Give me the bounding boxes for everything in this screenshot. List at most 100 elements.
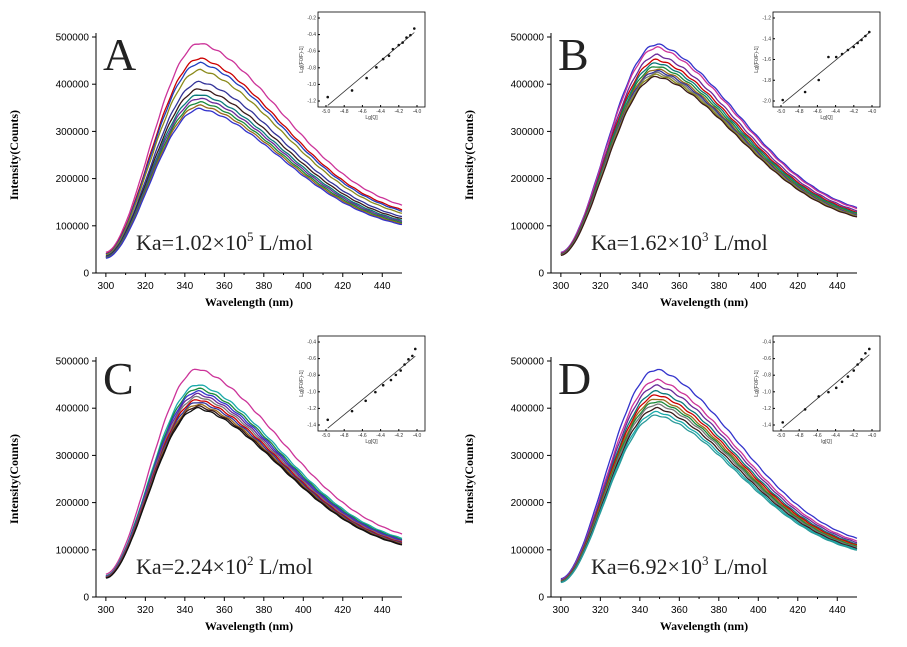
- inset-data-point: [413, 347, 417, 351]
- y-tick-label: 100000: [511, 221, 545, 232]
- panel-letter: C: [103, 353, 134, 404]
- y-axis-title: Intensity(Counts): [7, 434, 21, 524]
- ka-base: Ka=6.92×10: [591, 554, 702, 579]
- chart-panel-c: 0 100000 200000 300000 400000 500000 300 320 340…: [0, 324, 453, 647]
- spectrum-line-2: [560, 378, 858, 581]
- x-axis-title: Wavelength (nm): [660, 619, 748, 633]
- ka-exponent: 2: [247, 553, 254, 568]
- inset-data-point: [399, 369, 402, 372]
- x-tick-label: 400: [750, 605, 767, 616]
- inset-data-point: [860, 358, 863, 361]
- inset-x-tick-label: -4.6: [358, 433, 367, 439]
- spectrum-line-1: [105, 43, 403, 253]
- inset-data-point: [803, 408, 807, 411]
- panel-letter: B: [558, 29, 589, 80]
- inset-y-tick-label: -1.8: [762, 78, 771, 84]
- inset-x-tick-label: -4.4: [376, 109, 385, 115]
- x-tick-label: 360: [671, 605, 688, 616]
- spectrum-line-3: [560, 384, 858, 581]
- inset-data-point: [365, 76, 368, 80]
- inset-y-tick-label: -1.2: [307, 99, 316, 105]
- inset-data-point: [374, 390, 377, 394]
- ka-annotation: Ka=6.92×103 L/mol: [591, 553, 768, 579]
- inset-data-point: [401, 41, 404, 44]
- x-tick-label: 300: [98, 605, 115, 616]
- inset-x-tick-label: -4.4: [376, 433, 385, 439]
- ka-exponent: 5: [247, 229, 254, 244]
- inset-data-point: [381, 383, 385, 387]
- spectrum-line-4: [105, 68, 403, 256]
- spectrum-line-10: [105, 104, 403, 259]
- inset-data-point: [868, 347, 871, 351]
- x-tick-label: 420: [334, 281, 351, 292]
- inset-data-point: [375, 66, 378, 69]
- ka-base: Ka=1.02×10: [136, 230, 247, 255]
- chart-panel-d: 0 100000 200000 300000 400000 500000 300 320 340…: [455, 324, 907, 647]
- x-tick-label: 340: [176, 281, 193, 292]
- inset-x-tick-label: -4.4: [831, 433, 840, 439]
- inset-data-point: [840, 52, 844, 56]
- x-axis-title: Wavelength (nm): [205, 619, 293, 633]
- spectrum-line-2: [105, 384, 403, 577]
- ka-unit: L/mol: [708, 554, 767, 579]
- inset-x-label: lg[Q]: [821, 439, 832, 445]
- x-tick-label: 340: [631, 605, 648, 616]
- inset-y-label: Lg[(F0/F)-1]: [754, 370, 760, 397]
- inset-y-tick-label: -1.6: [762, 57, 771, 63]
- inset-data-point: [834, 386, 838, 390]
- x-tick-label: 320: [137, 605, 154, 616]
- y-tick-label: 500000: [56, 357, 90, 368]
- panel-letter: A: [103, 29, 136, 80]
- spectrum-line-6: [560, 66, 858, 256]
- spectrum-line-11: [560, 414, 858, 584]
- ka-annotation: Ka=1.62×103 L/mol: [591, 229, 768, 255]
- x-tick-label: 440: [829, 605, 846, 616]
- inset-x-tick-label: -4.0: [868, 109, 877, 115]
- inset-y-label: Lg[(F0/F)-1]: [754, 46, 760, 73]
- x-tick-label: 300: [553, 281, 570, 292]
- inset-data-point: [397, 43, 401, 47]
- x-tick-label: 380: [710, 281, 727, 292]
- inset-y-tick-label: -0.6: [762, 356, 771, 362]
- inset-plot: -5.0 -4.8 -4.6 -4.4 -4.2 -4.0 -0.4 -0.6 -0.8 -1.0…: [298, 332, 431, 447]
- inset-data-point: [326, 418, 330, 422]
- spectrum-line-3: [105, 61, 403, 255]
- inset-x-tick-label: -5.0: [322, 433, 331, 439]
- y-tick-label: 500000: [511, 33, 545, 44]
- inset-data-point: [350, 409, 354, 413]
- inset-x-tick-label: -4.4: [831, 109, 840, 115]
- x-tick-label: 420: [334, 605, 351, 616]
- inset-data-point: [350, 89, 354, 92]
- y-tick-label: 300000: [511, 451, 545, 462]
- spectrum-line-1: [105, 368, 403, 575]
- inset-data-point: [409, 33, 412, 37]
- ka-annotation: Ka=1.02×105 L/mol: [136, 229, 313, 255]
- spectrum-line-11: [105, 107, 403, 259]
- spectrum-line-7: [560, 401, 858, 583]
- inset-data-point: [817, 395, 821, 398]
- inset-data-point: [827, 390, 830, 394]
- inset-data-point: [864, 34, 867, 38]
- y-tick-label: 100000: [511, 545, 545, 556]
- ka-exponent: 3: [702, 553, 709, 568]
- inset-y-tick-label: -1.4: [762, 36, 771, 42]
- y-tick-label: 300000: [56, 127, 90, 138]
- y-tick-label: 200000: [56, 498, 90, 509]
- inset-frame: [317, 335, 426, 432]
- x-tick-label: 380: [255, 281, 272, 292]
- inset-x-tick-label: -4.8: [340, 109, 349, 115]
- y-tick-label: 200000: [511, 174, 545, 185]
- x-tick-label: 420: [789, 281, 806, 292]
- spectrum-line-5: [560, 394, 858, 582]
- y-tick-label: 400000: [511, 80, 545, 91]
- x-tick-label: 300: [553, 605, 570, 616]
- inset-data-point: [852, 45, 856, 49]
- x-tick-label: 360: [216, 605, 233, 616]
- ka-base: Ka=2.24×10: [136, 554, 247, 579]
- inset-data-point: [411, 354, 414, 358]
- inset-x-tick-label: -4.2: [394, 433, 403, 439]
- x-tick-label: 320: [592, 281, 609, 292]
- spectrum-line-5: [105, 80, 403, 257]
- inset-x-tick-label: -4.0: [413, 109, 422, 115]
